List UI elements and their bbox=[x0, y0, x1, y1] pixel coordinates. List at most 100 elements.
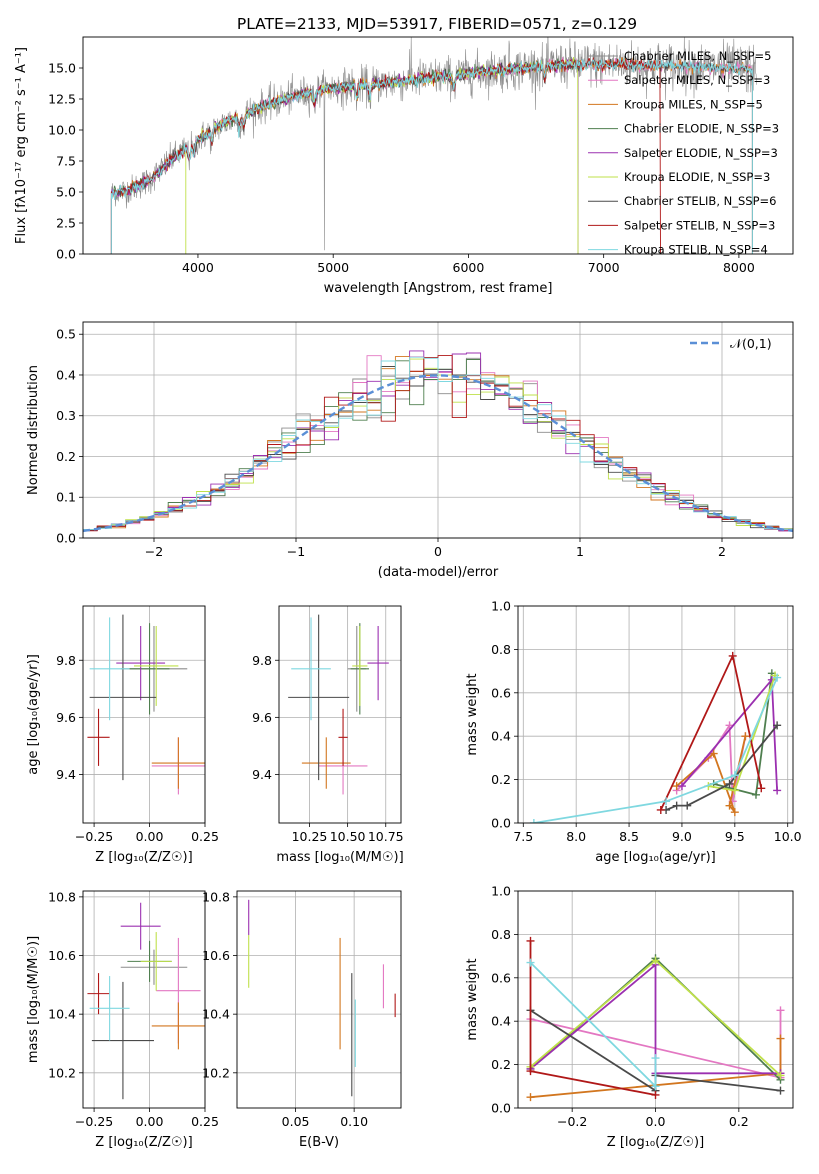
x-tick-label: 7.5 bbox=[513, 829, 533, 844]
residual-histogram-plot-area bbox=[83, 350, 793, 538]
mass-vs-EBV-plot-area bbox=[248, 899, 396, 1097]
y-tick-label: 0.0 bbox=[56, 247, 76, 262]
x-axis-label: age [log₁₀(age/yr)] bbox=[595, 850, 716, 865]
legend-entry: Kroupa MILES, N_SSP=5 bbox=[624, 97, 763, 111]
y-axis-label: mass weight bbox=[465, 673, 480, 755]
weight-point-marker bbox=[672, 801, 681, 810]
axes-frame bbox=[278, 605, 402, 824]
y-tick-label: 12.5 bbox=[48, 92, 76, 107]
legend-entry: Chabrier MILES, N_SSP=5 bbox=[624, 49, 771, 63]
weight-point-marker bbox=[677, 782, 686, 791]
weight-point-marker bbox=[651, 1082, 660, 1091]
legend-entry: Chabrier STELIB, N_SSP=6 bbox=[624, 194, 776, 208]
age-vs-mass-plot-area bbox=[288, 614, 389, 795]
weight-point-marker bbox=[776, 1086, 785, 1095]
mass-weight-vs-age-plot-area bbox=[529, 651, 782, 823]
x-tick-label: 0.2 bbox=[729, 1114, 749, 1129]
y-tick-label: 10.2 bbox=[202, 1065, 230, 1080]
y-tick-label: 10.2 bbox=[48, 1065, 76, 1080]
y-tick-label: 10.6 bbox=[48, 948, 76, 963]
x-axis-label: E(B-V) bbox=[299, 1135, 339, 1150]
y-tick-label: 0.0 bbox=[56, 531, 76, 546]
x-axis-label: Z [log₁₀(Z/Z☉)] bbox=[95, 1135, 192, 1150]
y-axis-label: age [log₁₀(age/yr)] bbox=[26, 654, 41, 775]
weight-point-marker bbox=[776, 1006, 785, 1015]
y-tick-label: 9.4 bbox=[56, 767, 76, 782]
weight-point-marker bbox=[730, 771, 739, 780]
x-tick-label: 0.00 bbox=[136, 1114, 164, 1129]
legend-entry: Chabrier ELODIE, N_SSP=3 bbox=[624, 122, 779, 136]
x-axis-label: Z [log₁₀(Z/Z☉)] bbox=[95, 850, 192, 865]
normal-curve-line bbox=[83, 374, 793, 533]
weight-point-marker bbox=[776, 1071, 785, 1080]
legend-entry: Salpeter ELODIE, N_SSP=3 bbox=[624, 146, 778, 160]
x-tick-label: 0.25 bbox=[191, 1114, 219, 1129]
y-tick-label: 0.4 bbox=[491, 1014, 511, 1029]
x-tick-label: 5000 bbox=[317, 260, 349, 275]
weight-point-marker bbox=[662, 797, 671, 806]
age-vs-Z-axes: −0.25 0.00 0.25 9.4 9.6 9.8 Z [log₁₀(Z/Z☉)] age… bbox=[26, 605, 219, 865]
x-tick-label: 0 bbox=[434, 544, 442, 559]
y-tick-label: 0.2 bbox=[56, 449, 76, 464]
axes-frame bbox=[517, 890, 794, 1109]
weight-point-marker bbox=[730, 808, 739, 817]
x-tick-label: 10.0 bbox=[774, 829, 802, 844]
y-tick-label: 7.5 bbox=[56, 154, 76, 169]
x-axis-label: (data-model)/error bbox=[378, 565, 499, 580]
weight-point-marker bbox=[773, 673, 782, 682]
mass-weight-vs-Z-axes: −0.2 0.0 0.2 0.0 0.2 0.4 0.6 0.8 1.0 Z [log₁₀(Z/Z… bbox=[465, 884, 794, 1150]
y-axis-label: Flux [fλ10⁻¹⁷ erg cm⁻² s⁻¹ A⁻¹] bbox=[14, 47, 29, 244]
weight-point-marker bbox=[728, 651, 737, 660]
y-tick-label: 1.0 bbox=[491, 599, 511, 614]
weight-point-marker bbox=[751, 790, 760, 799]
x-tick-label: 10.25 bbox=[292, 829, 328, 844]
axes-frame bbox=[82, 36, 794, 255]
model-spectrum-line bbox=[110, 57, 753, 254]
axes-frame bbox=[236, 890, 402, 1109]
residual-histogram-axes: −2 −1 0 1 2 0.0 0.1 0.2 0.3 0.4 0.5 (data-model)/er… bbox=[26, 321, 794, 580]
y-tick-label: 10.8 bbox=[48, 889, 76, 904]
histogram-legend: 𝒩(0,1) bbox=[690, 336, 772, 351]
y-tick-label: 0.1 bbox=[56, 490, 76, 505]
y-tick-label: 0.8 bbox=[491, 642, 511, 657]
mass-vs-Z-axes: −0.25 0.00 0.25 10.2 10.4 10.6 10.8 Z [log₁₀(Z/… bbox=[26, 889, 219, 1150]
weight-point-marker bbox=[725, 801, 734, 810]
y-tick-label: 10.4 bbox=[48, 1007, 76, 1022]
weight-point-marker bbox=[656, 805, 665, 814]
x-tick-label: 8000 bbox=[723, 260, 755, 275]
y-tick-label: 0.6 bbox=[491, 970, 511, 985]
weight-point-marker bbox=[651, 1054, 660, 1063]
y-tick-label: 1.0 bbox=[491, 884, 511, 899]
spectrum-plot-area bbox=[110, 37, 757, 254]
x-tick-label: 7000 bbox=[588, 260, 620, 275]
spectrum-axes: 4000 5000 6000 7000 8000 0.0 2.5 5.0 7.5 10.0 12.5… bbox=[14, 36, 794, 296]
mass-weight-vs-Z-plot-area bbox=[526, 936, 785, 1102]
y-tick-label: 10.0 bbox=[48, 123, 76, 138]
x-tick-label: 1 bbox=[576, 544, 584, 559]
x-tick-label: 4000 bbox=[182, 260, 214, 275]
x-tick-label: −0.25 bbox=[75, 1114, 113, 1129]
x-tick-label: 10.50 bbox=[330, 829, 366, 844]
figure-title: PLATE=2133, MJD=53917, FIBERID=0571, z=0… bbox=[237, 15, 637, 33]
weight-point-marker bbox=[776, 1034, 785, 1043]
legend-entry: 𝒩(0,1) bbox=[730, 336, 772, 351]
weight-point-marker bbox=[526, 1093, 535, 1102]
y-tick-label: 0.3 bbox=[56, 408, 76, 423]
y-tick-label: 9.4 bbox=[252, 767, 272, 782]
x-tick-label: 9.0 bbox=[672, 829, 692, 844]
x-tick-label: 0.10 bbox=[340, 1114, 368, 1129]
y-tick-label: 10.4 bbox=[202, 1007, 230, 1022]
y-tick-label: 0.5 bbox=[56, 327, 76, 342]
x-tick-label: 2 bbox=[718, 544, 726, 559]
y-tick-label: 0.4 bbox=[56, 367, 76, 382]
x-tick-label: 10.75 bbox=[368, 829, 404, 844]
weight-series-line bbox=[533, 677, 778, 823]
y-tick-label: 0.2 bbox=[491, 1057, 511, 1072]
y-tick-label: 15.0 bbox=[48, 61, 76, 76]
y-tick-label: 0.0 bbox=[491, 1101, 511, 1116]
x-tick-label: −1 bbox=[287, 544, 305, 559]
residual-histogram-step bbox=[83, 356, 793, 538]
x-axis-label: wavelength [Angstrom, rest frame] bbox=[324, 281, 553, 296]
